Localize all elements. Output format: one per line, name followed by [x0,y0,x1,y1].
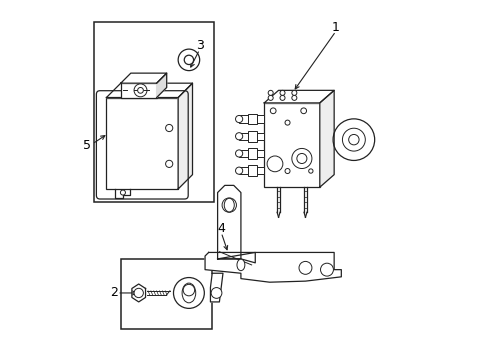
Circle shape [235,150,242,157]
Polygon shape [121,73,166,83]
Circle shape [320,263,333,276]
Circle shape [270,108,276,114]
Circle shape [296,153,306,163]
Bar [106,98,178,189]
Circle shape [267,90,273,95]
Polygon shape [204,252,341,282]
Circle shape [134,288,143,298]
Circle shape [134,84,147,97]
Text: 5: 5 [83,139,91,152]
Circle shape [332,119,374,161]
Polygon shape [217,252,255,263]
Circle shape [298,261,311,274]
Circle shape [120,190,125,195]
Polygon shape [178,83,192,189]
Text: 1: 1 [331,21,339,34]
Polygon shape [210,273,223,302]
Bar [94,22,214,202]
Circle shape [173,278,204,309]
Circle shape [300,108,306,114]
Text: 2: 2 [109,287,117,300]
Polygon shape [132,284,145,302]
Circle shape [266,156,282,172]
Bar [121,83,156,98]
Polygon shape [264,90,333,103]
Circle shape [165,125,172,132]
Circle shape [280,95,285,100]
Bar [247,165,257,176]
Circle shape [342,128,365,151]
Circle shape [291,148,311,168]
Circle shape [178,49,199,71]
Circle shape [235,167,242,174]
Bar [247,148,257,159]
Polygon shape [319,90,333,187]
Bar [239,116,264,123]
Circle shape [165,160,172,167]
Circle shape [184,55,193,64]
Bar [239,133,264,140]
Circle shape [291,95,296,100]
Circle shape [285,120,289,125]
Ellipse shape [237,259,244,271]
Circle shape [235,116,242,123]
Circle shape [308,169,312,173]
Ellipse shape [182,283,195,303]
Bar [264,103,319,187]
Bar [121,259,212,329]
Circle shape [267,95,273,100]
Circle shape [285,168,289,174]
Circle shape [183,284,194,296]
Bar [247,131,257,141]
Bar [239,167,264,174]
Polygon shape [156,73,166,98]
Circle shape [137,87,143,93]
Polygon shape [217,185,241,259]
Bar [247,114,257,125]
Circle shape [280,90,285,95]
Text: 3: 3 [195,39,203,52]
Circle shape [291,90,296,95]
Polygon shape [106,83,192,98]
Circle shape [211,288,222,298]
Circle shape [348,134,358,145]
Text: 4: 4 [217,222,224,235]
Circle shape [235,133,242,140]
Circle shape [222,198,236,212]
Bar [239,150,264,157]
Ellipse shape [224,198,234,212]
